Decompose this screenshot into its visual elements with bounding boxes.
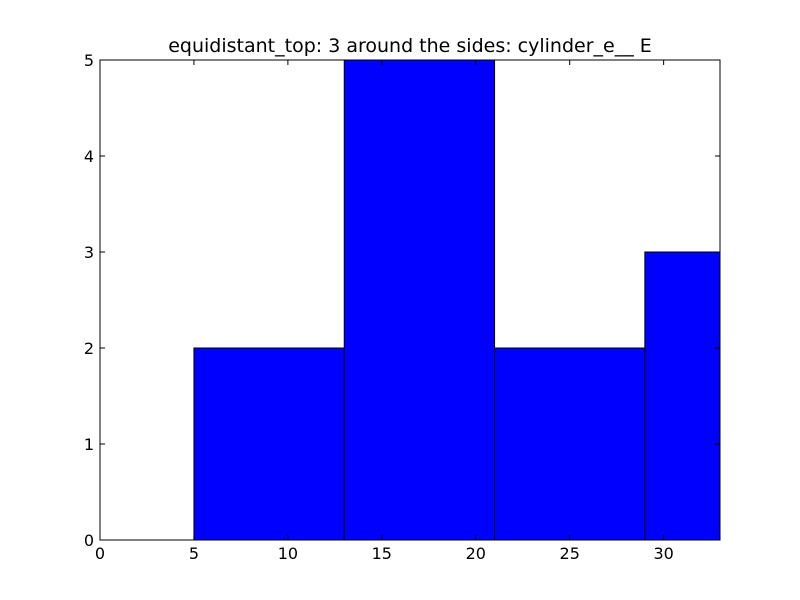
y-tick-label: 0 [84,531,94,550]
y-tick-label: 2 [84,339,94,358]
bars-layer [194,60,720,540]
x-tick-label: 10 [278,544,298,563]
histogram-bar-2 [344,60,494,540]
histogram-bar-1 [194,348,344,540]
chart-title: equidistant_top: 3 around the sides: cyl… [168,35,652,57]
x-tick-label: 0 [95,544,105,563]
x-tick-label: 5 [189,544,199,563]
y-tick-label: 5 [84,51,94,70]
y-tick-label: 1 [84,435,94,454]
x-tick-label: 20 [466,544,486,563]
x-tick-label: 25 [560,544,580,563]
x-tick-label: 30 [653,544,673,563]
histogram-bar-4 [645,252,720,540]
x-tick-label: 15 [372,544,392,563]
y-tick-label: 3 [84,243,94,262]
histogram-bar-3 [495,348,645,540]
y-tick-label: 4 [84,147,94,166]
